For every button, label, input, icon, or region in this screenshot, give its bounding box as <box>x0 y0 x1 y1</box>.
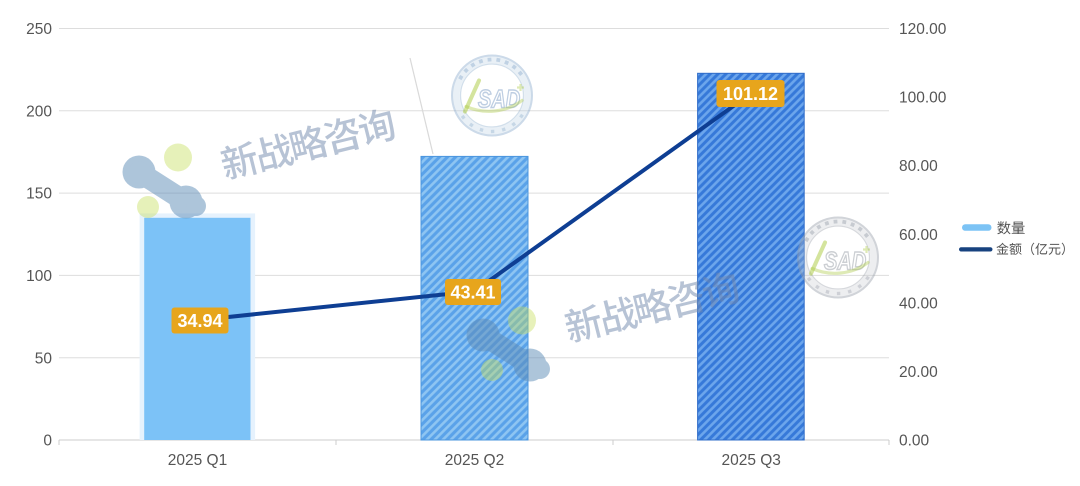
svg-text:0: 0 <box>43 433 52 450</box>
svg-text:150: 150 <box>26 186 52 203</box>
svg-text:2025 Q3: 2025 Q3 <box>721 452 780 469</box>
svg-text:20.00: 20.00 <box>899 364 938 381</box>
svg-text:120.00: 120.00 <box>899 21 947 38</box>
svg-text:100: 100 <box>26 268 52 285</box>
svg-text:2025 Q1: 2025 Q1 <box>168 452 227 469</box>
svg-text:200: 200 <box>26 103 52 120</box>
svg-text:60.00: 60.00 <box>899 227 938 244</box>
svg-text:80.00: 80.00 <box>899 158 938 175</box>
svg-text:100.00: 100.00 <box>899 90 947 107</box>
svg-text:40.00: 40.00 <box>899 295 938 312</box>
svg-text:101.12: 101.12 <box>723 84 778 104</box>
svg-text:50: 50 <box>35 350 53 367</box>
svg-text:34.94: 34.94 <box>177 311 222 331</box>
svg-text:250: 250 <box>26 21 52 38</box>
svg-text:43.41: 43.41 <box>450 283 495 303</box>
svg-text:2025 Q2: 2025 Q2 <box>445 452 504 469</box>
svg-text:0.00: 0.00 <box>899 433 930 450</box>
